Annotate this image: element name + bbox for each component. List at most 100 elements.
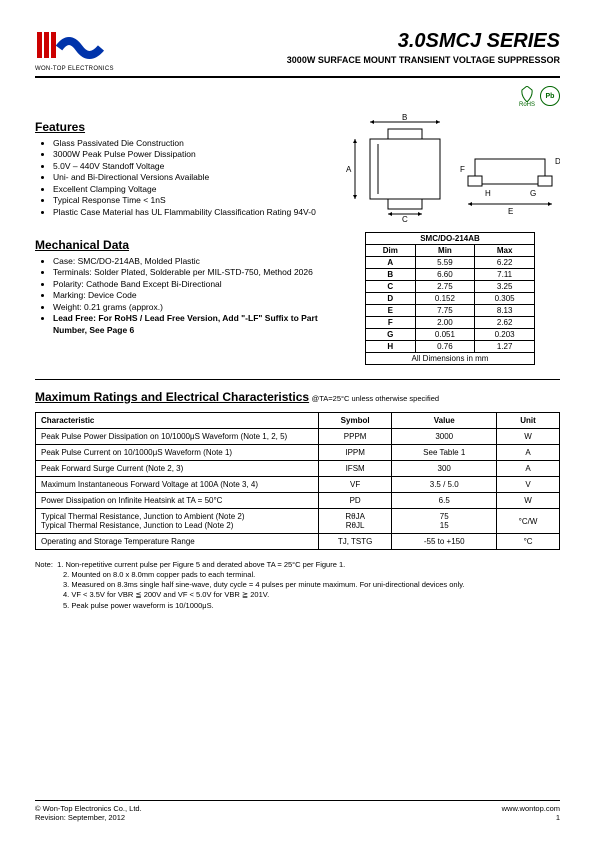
mechanical-list: Case: SMC/DO-214AB, Molded PlasticTermin… [35,256,325,336]
ratings-cell: VF [318,477,391,493]
ratings-cell: Peak Pulse Current on 10/1000μS Waveform… [36,445,319,461]
svg-text:H: H [485,189,491,198]
svg-text:D: D [555,157,560,166]
dim-cell: 5.59 [415,257,475,269]
feature-item: Plastic Case Material has UL Flammabilit… [53,207,325,218]
footer-revision: Revision: September, 2012 [35,813,142,822]
mechanical-column: Mechanical Data Case: SMC/DO-214AB, Mold… [35,232,325,365]
dim-cell: 3.25 [475,281,535,293]
dim-cell: 1.27 [475,341,535,353]
dim-table-footer: All Dimensions in mm [366,353,535,365]
package-diagram-column: A B C D F E H G [340,114,560,232]
ratings-cell: TJ, TSTG [318,534,391,550]
dim-cell: 6.60 [415,269,475,281]
dim-cell: 2.62 [475,317,535,329]
mechanical-item: Terminals: Solder Plated, Solderable per… [53,267,325,278]
ratings-hdr-unit: Unit [497,413,560,429]
note-line: 3. Measured on 8.3ms single half sine-wa… [35,580,560,590]
dim-cell: B [366,269,416,281]
svg-text:B: B [402,114,407,122]
ratings-row: Peak Pulse Power Dissipation on 10/1000μ… [36,429,560,445]
mechanical-item: Marking: Device Code [53,290,325,301]
dim-cell: D [366,293,416,305]
ratings-cell: °C/W [497,509,560,534]
dim-cell: E [366,305,416,317]
page-subtitle: 3000W SURFACE MOUNT TRANSIENT VOLTAGE SU… [287,55,560,65]
pb-badge-icon: Pb [540,86,560,106]
ratings-cell: Typical Thermal Resistance, Junction to … [36,509,319,534]
logo-icon [35,30,105,66]
ratings-condition: @TA=25°C unless otherwise specified [312,394,439,403]
ratings-cell: A [497,445,560,461]
features-heading: Features [35,120,325,134]
ratings-hdr-char: Characteristic [36,413,319,429]
ratings-cell: °C [497,534,560,550]
ratings-cell: -55 to +150 [392,534,497,550]
note-line: 4. VF < 3.5V for VBR ≦ 200V and VF < 5.0… [35,590,560,600]
ratings-cell: 6.5 [392,493,497,509]
ratings-row: Peak Forward Surge Current (Note 2, 3)IF… [36,461,560,477]
ratings-cell: Power Dissipation on Infinite Heatsink a… [36,493,319,509]
ratings-row: Maximum Instantaneous Forward Voltage at… [36,477,560,493]
feature-item: Glass Passivated Die Construction [53,138,325,149]
ratings-heading: Maximum Ratings and Electrical Character… [35,390,309,404]
ratings-cell: 75 15 [392,509,497,534]
ratings-table: Characteristic Symbol Value Unit Peak Pu… [35,412,560,550]
dim-cell: 0.152 [415,293,475,305]
ratings-cell: 3.5 / 5.0 [392,477,497,493]
ratings-row: Typical Thermal Resistance, Junction to … [36,509,560,534]
dim-cell: 8.13 [475,305,535,317]
dim-cell: 0.305 [475,293,535,305]
notes-label: Note: [35,560,53,569]
footer-url: www.wontop.com [502,804,560,813]
svg-text:G: G [530,189,536,198]
ratings-row: Peak Pulse Current on 10/1000μS Waveform… [36,445,560,461]
mechanical-item: Weight: 0.21 grams (approx.) [53,302,325,313]
features-column: Features Glass Passivated Die Constructi… [35,114,325,232]
svg-text:E: E [508,207,513,216]
dim-row: F2.002.62 [366,317,535,329]
mechanical-item: Case: SMC/DO-214AB, Molded Plastic [53,256,325,267]
dim-cell: 7.75 [415,305,475,317]
dim-row: E7.758.13 [366,305,535,317]
feature-item: Excellent Clamping Voltage [53,184,325,195]
mechanical-leadfree: Lead Free: For RoHS / Lead Free Version,… [53,313,325,336]
compliance-badges: RoHS Pb [35,86,560,108]
mechanical-heading: Mechanical Data [35,238,325,252]
dim-row: G0.0510.203 [366,329,535,341]
ratings-cell: A [497,461,560,477]
dim-cell: 0.051 [415,329,475,341]
note-line: 2. Mounted on 8.0 x 8.0mm copper pads to… [35,570,560,580]
notes-section: Note: 1. Non-repetitive current pulse pe… [35,560,560,611]
dim-table-title: SMC/DO-214AB [366,233,535,245]
dim-hdr-max: Max [475,245,535,257]
dim-row: A5.596.22 [366,257,535,269]
ratings-hdr-sym: Symbol [318,413,391,429]
dim-cell: H [366,341,416,353]
ratings-cell: Operating and Storage Temperature Range [36,534,319,550]
ratings-cell: IFSM [318,461,391,477]
footer-copyright: © Won-Top Electronics Co., Ltd. [35,804,142,813]
ratings-cell: 300 [392,461,497,477]
page-footer: © Won-Top Electronics Co., Ltd. Revision… [35,800,560,822]
ratings-cell: RθJA RθJL [318,509,391,534]
dim-cell: 2.75 [415,281,475,293]
dim-row: D0.1520.305 [366,293,535,305]
feature-item: Typical Response Time < 1nS [53,195,325,206]
footer-pagenum: 1 [502,813,560,822]
dim-row: C2.753.25 [366,281,535,293]
dimension-table: SMC/DO-214AB Dim Min Max A5.596.22B6.607… [365,232,535,365]
dim-cell: 6.22 [475,257,535,269]
dim-cell: A [366,257,416,269]
feature-item: 5.0V – 440V Standoff Voltage [53,161,325,172]
feature-item: 3000W Peak Pulse Power Dissipation [53,149,325,160]
dim-cell: 7.11 [475,269,535,281]
feature-item: Uni- and Bi-Directional Versions Availab… [53,172,325,183]
dim-hdr-dim: Dim [366,245,416,257]
ratings-row: Power Dissipation on Infinite Heatsink a… [36,493,560,509]
dim-cell: 0.203 [475,329,535,341]
dim-cell: F [366,317,416,329]
ratings-cell: W [497,429,560,445]
note-line: 5. Peak pulse power waveform is 10/1000μ… [35,601,560,611]
dim-hdr-min: Min [415,245,475,257]
